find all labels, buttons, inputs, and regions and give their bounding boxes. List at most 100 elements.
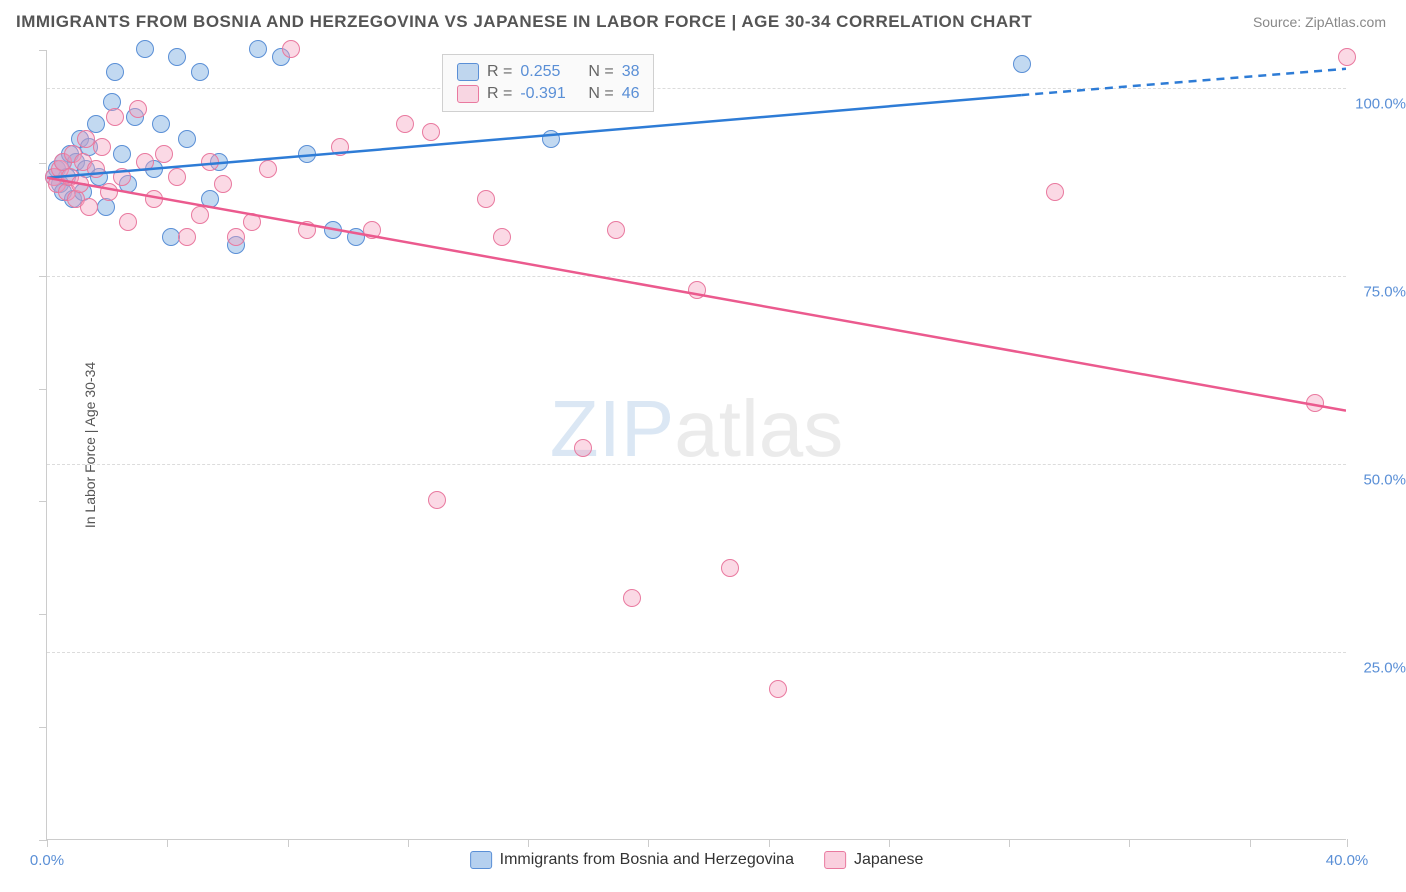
legend-r-label: R = <box>487 85 512 103</box>
legend-swatch <box>457 63 479 81</box>
data-point <box>71 175 89 193</box>
y-tick-label: 25.0% <box>1363 659 1406 676</box>
x-tick <box>1009 839 1010 847</box>
data-point <box>298 221 316 239</box>
x-tick <box>528 839 529 847</box>
legend-swatch <box>824 851 846 869</box>
data-point <box>178 130 196 148</box>
x-tick <box>47 839 48 847</box>
legend-r-value: -0.391 <box>520 85 580 103</box>
data-point <box>145 190 163 208</box>
y-tick <box>39 501 47 502</box>
data-point <box>542 130 560 148</box>
legend-n-value: 38 <box>622 63 640 81</box>
legend-n-value: 46 <box>622 85 640 103</box>
y-tick-label: 100.0% <box>1355 95 1406 112</box>
data-point <box>331 138 349 156</box>
data-point <box>688 281 706 299</box>
x-tick <box>167 839 168 847</box>
series-legend-item: Japanese <box>824 851 923 869</box>
legend-r-value: 0.255 <box>520 63 580 81</box>
legend-swatch <box>457 85 479 103</box>
data-point <box>113 168 131 186</box>
y-tick-label: 50.0% <box>1363 471 1406 488</box>
data-point <box>574 439 592 457</box>
source-credit: Source: ZipAtlas.com <box>1253 14 1386 30</box>
y-tick <box>39 727 47 728</box>
x-tick <box>1129 839 1130 847</box>
gridline <box>47 464 1346 465</box>
x-tick <box>889 839 890 847</box>
correlation-legend: R = 0.255 N = 38 R = -0.391 N = 46 <box>442 54 654 112</box>
series-legend: Immigrants from Bosnia and Herzegovina Ja… <box>470 851 924 869</box>
y-tick <box>39 50 47 51</box>
data-point <box>428 491 446 509</box>
legend-row: R = 0.255 N = 38 <box>457 61 639 83</box>
legend-n-label: N = <box>588 63 613 81</box>
x-tick <box>1250 839 1251 847</box>
plot-layer: 25.0%50.0%75.0%100.0%0.0%40.0% <box>47 50 1346 839</box>
x-tick-label: 40.0% <box>1326 852 1369 869</box>
data-point <box>396 115 414 133</box>
x-tick-label: 0.0% <box>30 852 64 869</box>
data-point <box>422 123 440 141</box>
x-tick <box>1347 839 1348 847</box>
legend-r-label: R = <box>487 63 512 81</box>
data-point <box>168 168 186 186</box>
series-name: Japanese <box>854 851 923 869</box>
data-point <box>155 145 173 163</box>
data-point <box>113 145 131 163</box>
data-point <box>243 213 261 231</box>
data-point <box>201 153 219 171</box>
data-point <box>152 115 170 133</box>
series-name: Immigrants from Bosnia and Herzegovina <box>500 851 794 869</box>
legend-n-label: N = <box>588 85 613 103</box>
data-point <box>769 680 787 698</box>
data-point <box>129 100 147 118</box>
legend-swatch <box>470 851 492 869</box>
data-point <box>1338 48 1356 66</box>
gridline <box>47 88 1346 89</box>
series-legend-item: Immigrants from Bosnia and Herzegovina <box>470 851 794 869</box>
data-point <box>93 138 111 156</box>
legend-row: R = -0.391 N = 46 <box>457 83 639 105</box>
data-point <box>493 228 511 246</box>
data-point <box>119 213 137 231</box>
data-point <box>259 160 277 178</box>
data-point <box>100 183 118 201</box>
chart-title: IMMIGRANTS FROM BOSNIA AND HERZEGOVINA V… <box>16 12 1032 32</box>
data-point <box>80 198 98 216</box>
x-tick <box>648 839 649 847</box>
y-tick <box>39 614 47 615</box>
data-point <box>1306 394 1324 412</box>
data-point <box>347 228 365 246</box>
y-tick <box>39 276 47 277</box>
data-point <box>97 198 115 216</box>
chart-plot-area: In Labor Force | Age 30-34 ZIPatlas 25.0… <box>46 50 1346 840</box>
data-point <box>623 589 641 607</box>
y-tick-label: 75.0% <box>1363 283 1406 300</box>
data-point <box>324 221 342 239</box>
x-tick <box>408 839 409 847</box>
data-point <box>136 153 154 171</box>
data-point <box>87 160 105 178</box>
data-point <box>477 190 495 208</box>
gridline <box>47 276 1346 277</box>
data-point <box>282 40 300 58</box>
y-tick <box>39 163 47 164</box>
data-point <box>106 108 124 126</box>
data-point <box>298 145 316 163</box>
data-point <box>363 221 381 239</box>
data-point <box>721 559 739 577</box>
x-tick <box>769 839 770 847</box>
x-tick <box>288 839 289 847</box>
data-point <box>136 40 154 58</box>
y-tick <box>39 840 47 841</box>
data-point <box>607 221 625 239</box>
data-point <box>214 175 232 193</box>
data-point <box>227 228 245 246</box>
data-point <box>191 206 209 224</box>
data-point <box>249 40 267 58</box>
data-point <box>106 63 124 81</box>
data-point <box>1013 55 1031 73</box>
